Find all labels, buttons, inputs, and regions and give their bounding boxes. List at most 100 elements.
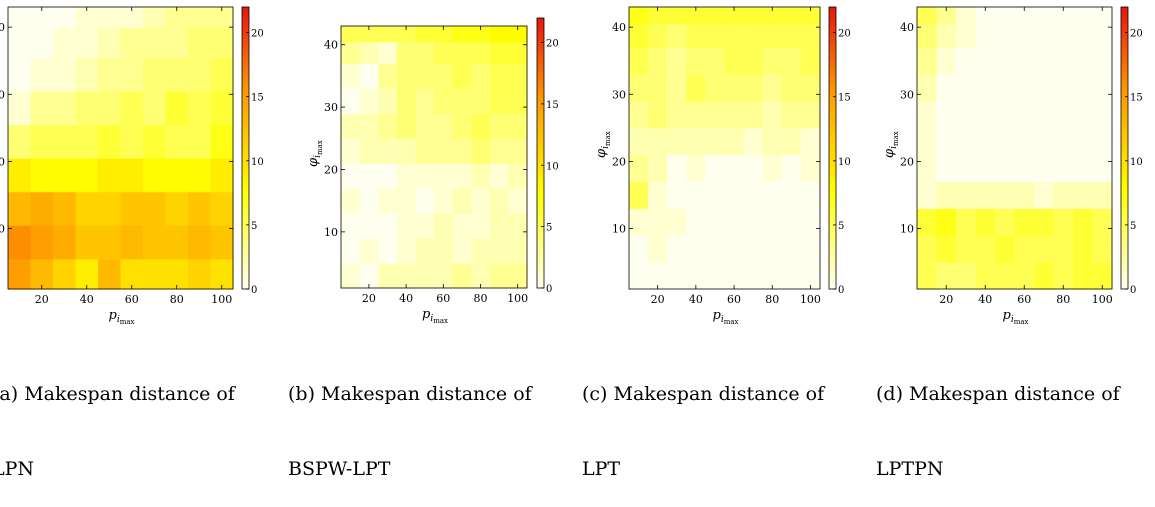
heatmap-cell-c <box>629 23 649 48</box>
heatmap-cell-c <box>724 127 745 156</box>
heatmap-cell-c <box>781 101 802 129</box>
heatmap-cell-d <box>917 101 938 129</box>
heatmap-cell-b <box>359 113 379 139</box>
heatmap-cell-d <box>1073 208 1094 236</box>
heatmap-cell-b <box>452 41 472 65</box>
heatmap-cell-d <box>936 101 957 129</box>
heatmap-cell-c <box>629 181 649 210</box>
plot-frame-a <box>7 6 234 290</box>
caption-d-line1: (d) Makespan distance of <box>876 383 1120 405</box>
heatmap-cell-d <box>1014 74 1035 102</box>
heatmap-cell-d <box>917 7 938 25</box>
heatmap-cell-b <box>471 138 491 164</box>
heatmap-cell-c <box>762 154 783 183</box>
heatmap-cell-c <box>762 235 783 263</box>
x-tick-label-a: 20 <box>35 293 49 306</box>
colorbar-tick-label-b: 5 <box>546 223 552 234</box>
heatmap-cell-c <box>686 47 706 75</box>
heatmap-cell-b <box>508 63 528 89</box>
y-axis-label-d: φimax <box>882 131 900 158</box>
heatmap-cell-a <box>75 27 99 58</box>
heatmap-cell-c <box>629 101 649 129</box>
heatmap-cell-d <box>1073 23 1094 48</box>
heatmap-cell-c <box>705 235 726 263</box>
heatmap-cell-a <box>8 27 32 58</box>
heatmap-cell-d <box>975 127 996 156</box>
heatmap-cell-d <box>1092 74 1113 102</box>
heatmap-cell-a <box>188 27 212 58</box>
heatmap-cell-c <box>629 235 649 263</box>
caption-b-line2: BSPW-LPT <box>288 458 391 480</box>
heatmap-cell-b <box>415 163 435 189</box>
heatmap-cell-c <box>686 127 706 156</box>
heatmap-cell-a <box>210 225 234 260</box>
heatmap-cell-a <box>210 57 234 92</box>
heatmap-cell-c <box>648 23 668 48</box>
heatmap-cell-d <box>956 7 977 25</box>
heatmap-cell-b <box>452 163 472 189</box>
colorbar-b <box>536 17 545 289</box>
heatmap-cell-a <box>165 124 189 159</box>
heatmap-cell-b <box>489 188 509 214</box>
heatmap-cell-b <box>489 213 509 239</box>
x-tick-label-c: 60 <box>727 293 741 306</box>
colorbar-a <box>241 6 250 290</box>
heatmap-cell-c <box>743 235 764 263</box>
heatmap-cell-b <box>341 213 361 239</box>
heatmap-cell-a <box>143 225 167 260</box>
heatmap-cell-d <box>975 7 996 25</box>
heatmap-cell-d <box>1034 127 1055 156</box>
heatmap-cell-b <box>359 213 379 239</box>
heatmap-cell-b <box>508 41 528 65</box>
heatmap-cell-d <box>1092 208 1113 236</box>
heatmap-cell-b <box>396 263 416 289</box>
heatmap-cell-d <box>1073 235 1094 263</box>
x-tick-label-b: 100 <box>507 292 528 305</box>
heatmap-cell-d <box>936 208 957 236</box>
heatmap-cell-b <box>378 26 398 43</box>
heatmap-cell-b <box>396 63 416 89</box>
heatmap-cell-c <box>762 181 783 210</box>
heatmap-cell-a <box>30 225 54 260</box>
heatmap-cell-d <box>995 7 1016 25</box>
heatmap-cell-c <box>629 262 649 290</box>
heatmap-cell-d <box>1092 235 1113 263</box>
heatmap-cell-d <box>975 208 996 236</box>
heatmap-cell-a <box>120 258 144 290</box>
heatmap-cell-a <box>120 225 144 260</box>
heatmap-cell-a <box>143 124 167 159</box>
y-tick-label-d: 40 <box>900 21 914 34</box>
heatmap-cell-d <box>995 154 1016 183</box>
heatmap-cell-c <box>629 7 649 25</box>
heatmap-cell-a <box>188 90 212 126</box>
heatmap-cell-a <box>53 225 77 260</box>
heatmap-cell-d <box>1014 23 1035 48</box>
heatmap-cell-c <box>781 74 802 102</box>
y-tick-label-d: 20 <box>900 155 914 168</box>
heatmap-cell-b <box>415 41 435 65</box>
heatmap-cell-a <box>98 7 122 28</box>
heatmap-cell-c <box>705 47 726 75</box>
x-axis-label-b: pimax <box>422 307 448 325</box>
heatmap-cell-a <box>75 57 99 92</box>
heatmap-cell-d <box>1073 154 1094 183</box>
heatmap-cell-b <box>508 213 528 239</box>
heatmap-cell-a <box>120 191 144 226</box>
x-tick-label-a: 60 <box>125 293 139 306</box>
heatmap-cell-c <box>629 208 649 236</box>
heatmap-cell-a <box>53 90 77 126</box>
heatmap-cell-a <box>188 124 212 159</box>
heatmap-cell-d <box>1053 74 1074 102</box>
heatmap-cell-c <box>705 154 726 183</box>
heatmap-cell-b <box>396 88 416 114</box>
heatmap-cell-a <box>8 124 32 159</box>
heatmap-cell-d <box>1053 7 1074 25</box>
heatmap-cell-c <box>686 262 706 290</box>
heatmap-cell-a <box>30 191 54 226</box>
heatmap-cell-a <box>53 124 77 159</box>
heatmap-cell-c <box>667 101 687 129</box>
heatmap-cell-b <box>508 26 528 43</box>
heatmap-cell-c <box>762 208 783 236</box>
heatmap-cell-c <box>781 262 802 290</box>
heatmap-cell-d <box>1034 208 1055 236</box>
